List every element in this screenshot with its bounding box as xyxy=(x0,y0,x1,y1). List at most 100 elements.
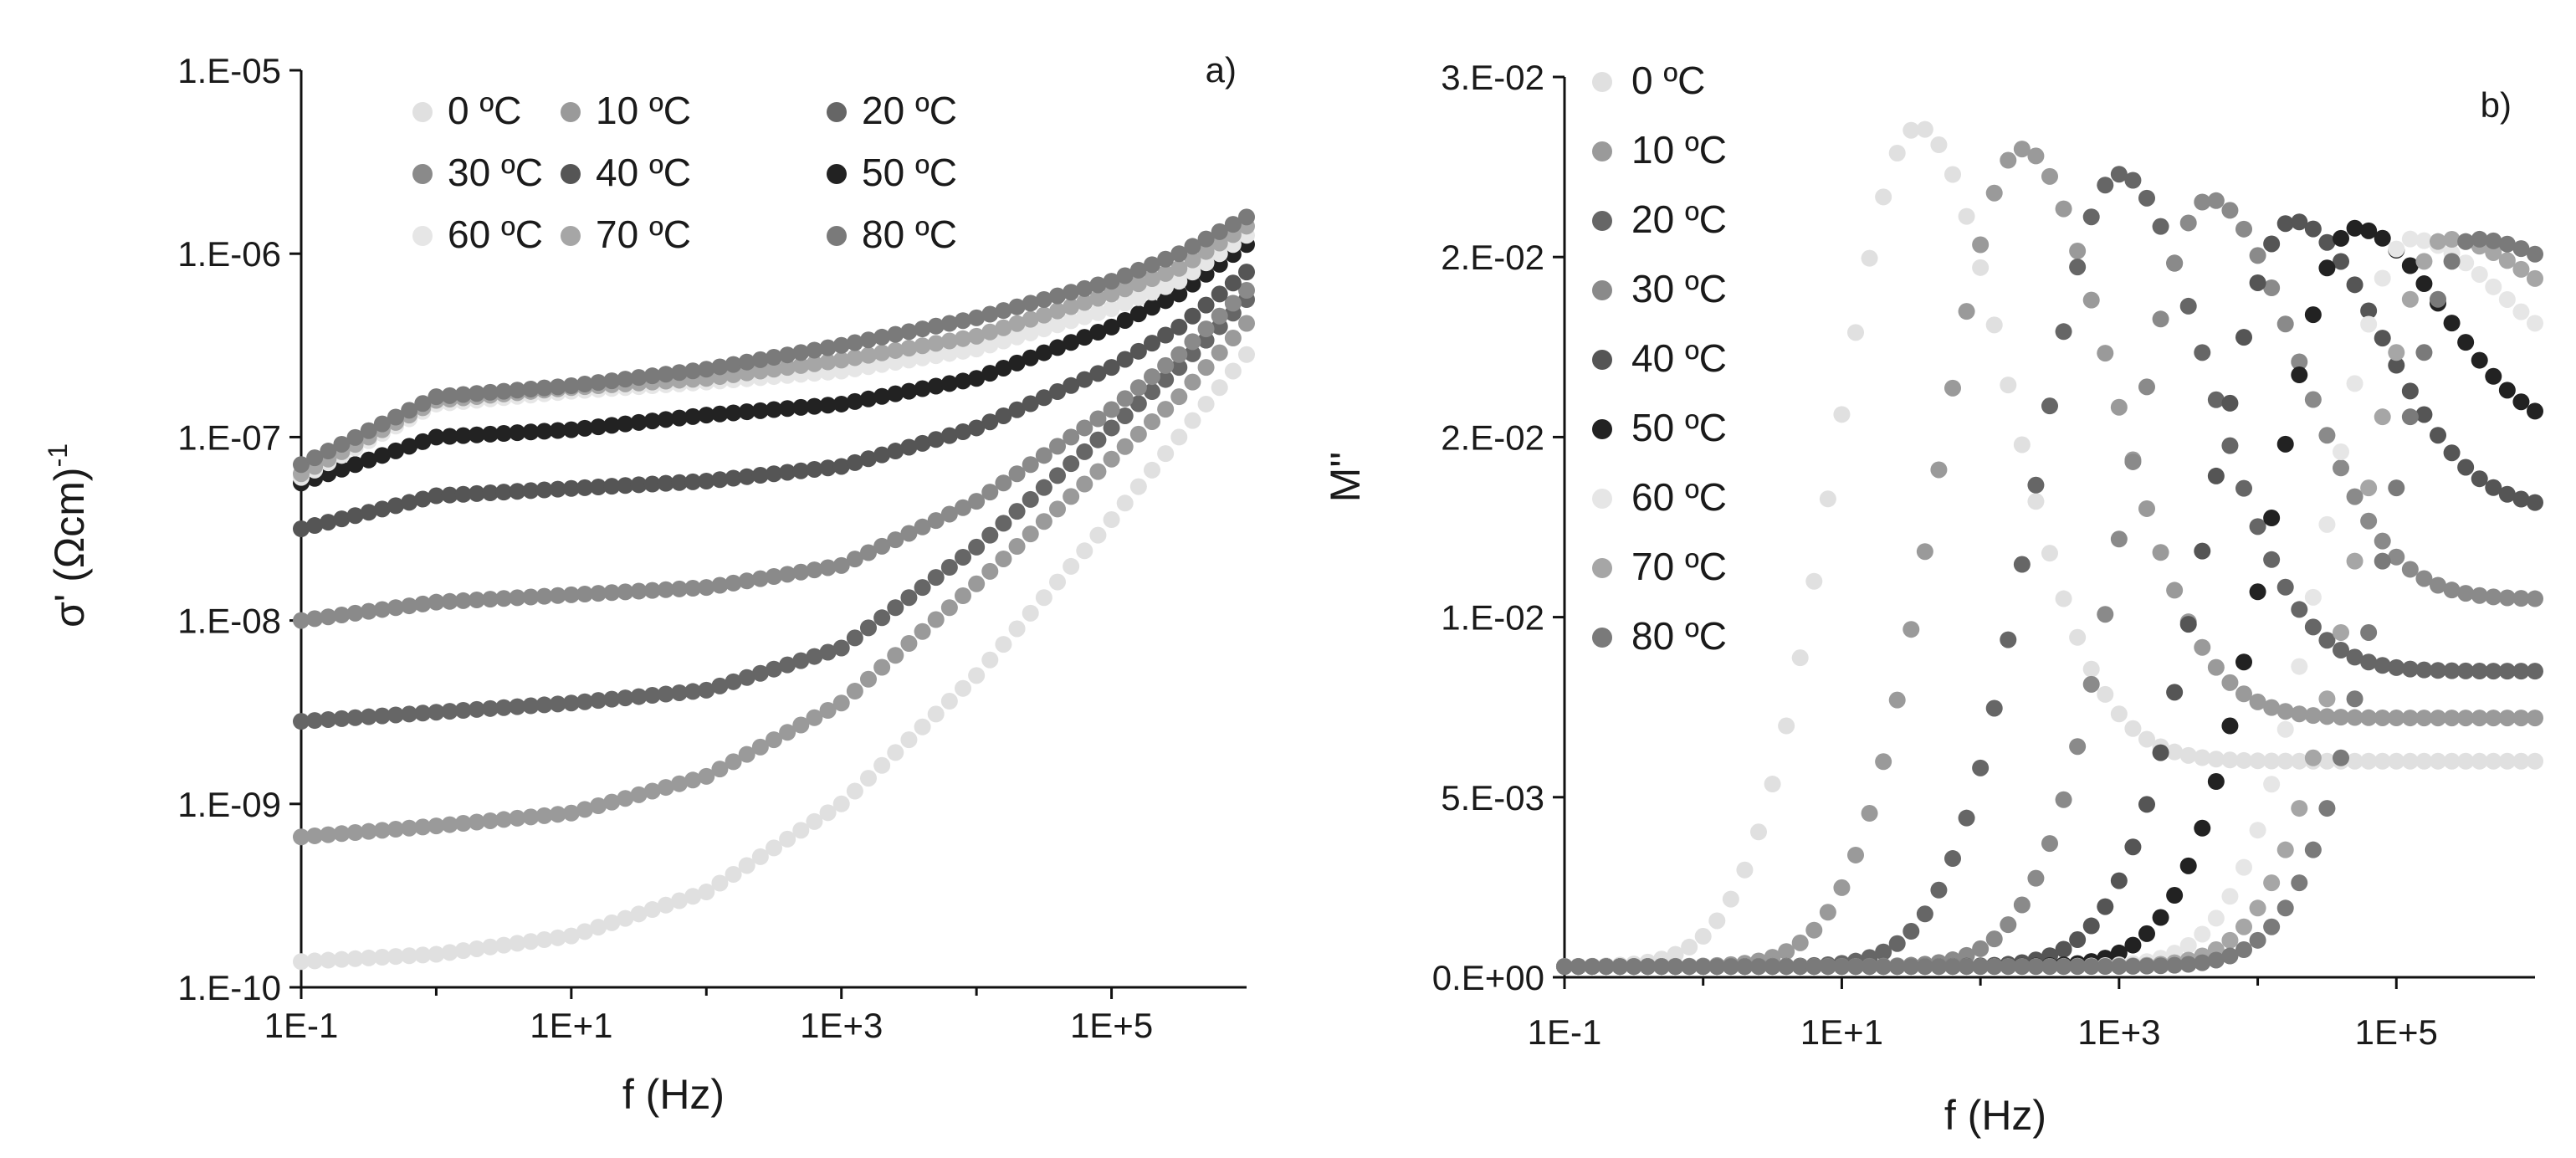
data-point xyxy=(2318,690,2336,708)
data-point xyxy=(2318,259,2336,277)
data-point xyxy=(401,438,418,455)
data-point xyxy=(927,335,945,352)
data-point xyxy=(1611,958,1629,976)
data-point xyxy=(1944,850,1961,868)
data-point xyxy=(320,443,337,460)
data-point xyxy=(1184,307,1201,325)
data-point xyxy=(1076,329,1093,346)
data-point xyxy=(1750,823,1767,841)
data-point xyxy=(2221,674,2239,691)
data-point xyxy=(2276,752,2294,770)
data-point xyxy=(535,696,553,714)
data-point xyxy=(1184,345,1201,362)
legend-label: 70 ºC xyxy=(1631,545,1727,588)
data-point xyxy=(1116,311,1134,329)
legend-marker xyxy=(1592,141,1612,161)
data-point xyxy=(2318,632,2336,649)
data-point xyxy=(2000,916,2017,934)
data-point xyxy=(2346,690,2363,708)
data-point xyxy=(2263,699,2281,716)
data-point xyxy=(2471,230,2488,248)
data-point xyxy=(1063,557,1080,575)
data-point xyxy=(2443,253,2461,270)
data-point xyxy=(590,374,607,392)
data-point xyxy=(792,356,810,374)
data-point xyxy=(927,347,945,365)
data-point xyxy=(2430,576,2446,594)
data-point xyxy=(1184,264,1201,281)
data-point xyxy=(441,944,458,961)
data-point xyxy=(766,361,782,378)
data-point xyxy=(2221,888,2239,905)
data-point xyxy=(2333,229,2349,247)
data-point xyxy=(2388,479,2405,497)
data-point xyxy=(2069,958,2087,976)
data-point xyxy=(1903,958,1920,976)
data-point xyxy=(1930,958,1948,976)
data-point xyxy=(819,702,837,720)
legend-label: 50 ºC xyxy=(1631,406,1727,449)
data-point xyxy=(2179,616,2197,633)
data-point xyxy=(387,599,404,617)
data-point xyxy=(2415,275,2433,293)
data-point xyxy=(2138,957,2155,975)
data-point xyxy=(2498,290,2516,308)
data-point xyxy=(2194,193,2211,211)
data-point xyxy=(711,405,729,423)
legend-marker xyxy=(1592,558,1612,578)
data-point xyxy=(2013,958,2031,976)
data-point xyxy=(535,807,553,824)
data-point xyxy=(1722,890,1739,908)
data-point xyxy=(832,639,850,657)
data-point xyxy=(549,695,566,713)
legend-marker xyxy=(1592,72,1612,92)
data-point xyxy=(1170,388,1188,406)
data-point xyxy=(2110,705,2128,723)
data-point xyxy=(468,592,485,609)
data-point xyxy=(590,585,607,602)
data-point xyxy=(806,355,823,372)
data-point xyxy=(2235,220,2252,238)
data-point xyxy=(751,738,769,756)
data-point xyxy=(333,710,351,727)
data-point xyxy=(792,563,810,581)
data-point xyxy=(955,312,971,330)
data-point xyxy=(346,604,364,622)
panel-a-x-tick-label: 1E+3 xyxy=(800,1006,883,1045)
data-point xyxy=(509,698,526,715)
data-point xyxy=(549,587,566,604)
data-point xyxy=(779,566,796,583)
data-point xyxy=(333,435,351,453)
panel-b-x-tick-label: 1E+5 xyxy=(2355,1012,2438,1052)
data-point xyxy=(995,302,1012,320)
data-point xyxy=(360,708,377,725)
panel-b-series-40c xyxy=(1556,213,2543,976)
data-point xyxy=(766,660,782,678)
data-point xyxy=(2124,720,2142,737)
data-point xyxy=(2124,838,2142,856)
data-point xyxy=(1197,296,1215,314)
data-point xyxy=(2318,515,2336,533)
data-point xyxy=(955,342,971,360)
panel-b-legend-item: 60 ºC xyxy=(1592,475,1727,519)
data-point xyxy=(454,386,472,403)
data-point xyxy=(2333,459,2349,477)
data-point xyxy=(792,344,810,361)
data-point xyxy=(2360,222,2378,239)
data-point xyxy=(995,515,1012,532)
data-point xyxy=(2443,662,2461,679)
data-point xyxy=(2000,151,2017,169)
data-point xyxy=(1170,318,1188,336)
data-point xyxy=(725,356,742,373)
data-point xyxy=(1778,717,1795,735)
data-point xyxy=(766,349,782,366)
data-point xyxy=(549,378,566,396)
data-point xyxy=(293,520,310,537)
data-point xyxy=(2346,488,2363,505)
data-point xyxy=(711,874,729,892)
data-point xyxy=(428,593,445,611)
data-point xyxy=(1157,401,1175,418)
data-point xyxy=(1063,455,1080,473)
data-point xyxy=(806,648,823,665)
data-point xyxy=(2082,660,2100,678)
